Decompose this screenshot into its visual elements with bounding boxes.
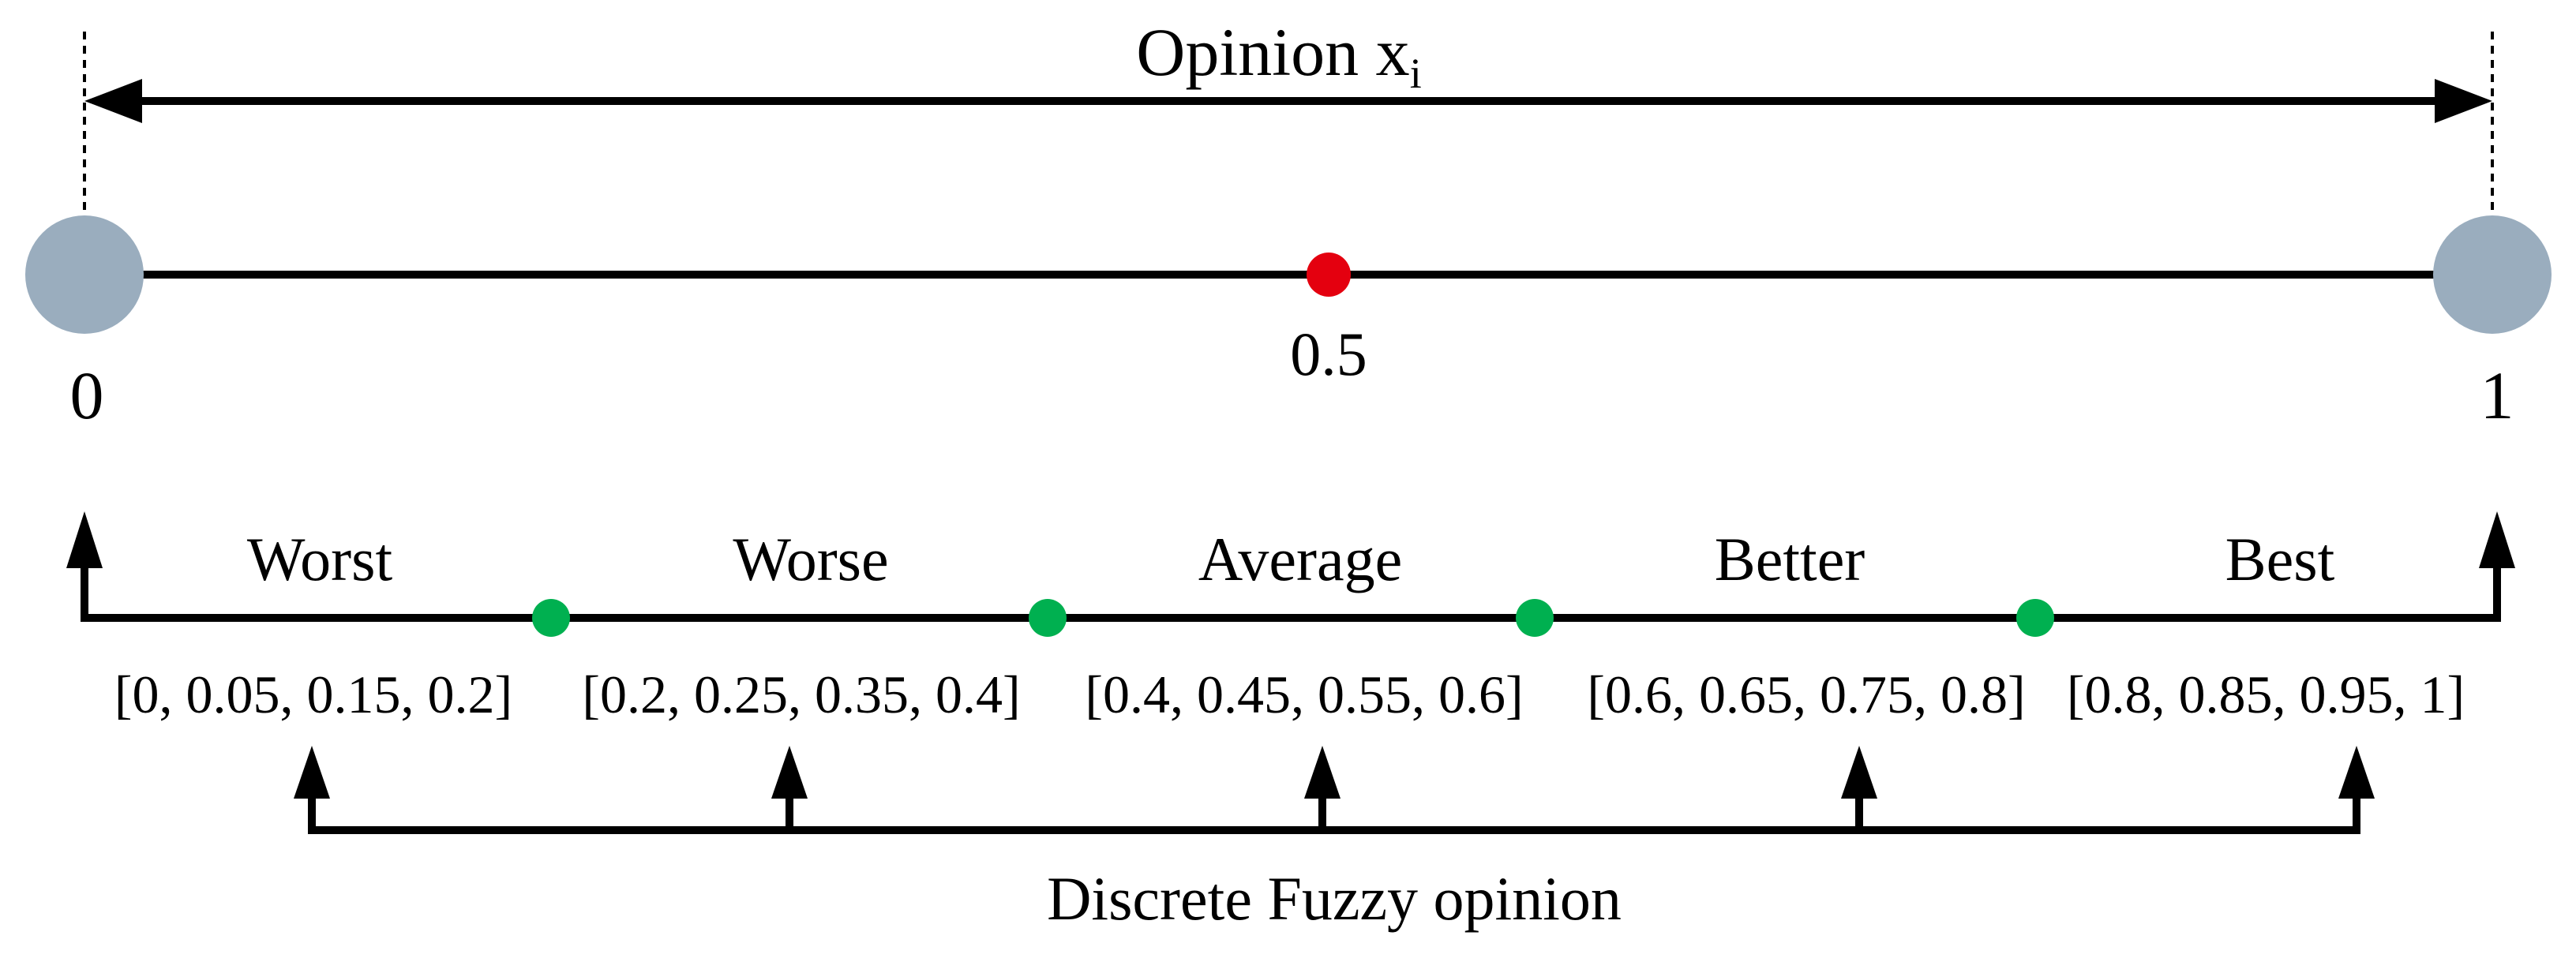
- category-interval: [0.8, 0.85, 0.95, 1]: [2067, 664, 2465, 724]
- left-up-arrow-icon: [66, 511, 103, 568]
- bracket-up-arrow-icon: [1841, 746, 1877, 799]
- category-label: Average: [1198, 525, 1402, 593]
- category-interval: [0.4, 0.45, 0.55, 0.6]: [1085, 664, 1523, 724]
- bracket-up-arrow-icon: [294, 746, 330, 799]
- scale-max-label: 1: [2480, 357, 2514, 433]
- bracket-up-arrow-icon: [771, 746, 808, 799]
- bracket-up-arrow-icon: [2338, 746, 2375, 799]
- category-interval: [0, 0.05, 0.15, 0.2]: [114, 664, 512, 724]
- scale-min-node: [25, 215, 144, 334]
- opinion-range: Opinion xi: [84, 14, 2492, 213]
- category-interval: [0.2, 0.25, 0.35, 0.4]: [582, 664, 1020, 724]
- boundary-dot: [1516, 599, 1554, 637]
- left-arrowhead-icon: [84, 79, 142, 123]
- opinion-title: Opinion xi: [1136, 14, 1421, 97]
- discrete-fuzzy-label: Discrete Fuzzy opinion: [1047, 864, 1622, 933]
- right-arrowhead-icon: [2435, 79, 2492, 123]
- bracket-up-arrow-icon: [1304, 746, 1340, 799]
- category-interval: [0.6, 0.65, 0.75, 0.8]: [1587, 664, 2025, 724]
- discrete-fuzzy-bracket: Discrete Fuzzy opinion: [294, 746, 2375, 933]
- opinion-scale: 0 0.5 1: [25, 215, 2552, 433]
- boundary-dot: [532, 599, 570, 637]
- linguistic-scale: Worst Worse Average Better Best [0, 0.05…: [66, 511, 2515, 724]
- category-label: Worse: [733, 525, 888, 593]
- scale-min-label: 0: [70, 357, 104, 433]
- scale-max-node: [2433, 215, 2552, 334]
- scale-mid-label: 0.5: [1290, 320, 1367, 388]
- scale-mid-node: [1307, 253, 1351, 297]
- category-label: Worst: [247, 525, 393, 593]
- right-up-arrow-icon: [2479, 511, 2515, 568]
- category-label: Best: [2225, 525, 2335, 593]
- boundary-dot: [1029, 599, 1067, 637]
- boundary-dot: [2016, 599, 2054, 637]
- category-label: Better: [1715, 525, 1865, 593]
